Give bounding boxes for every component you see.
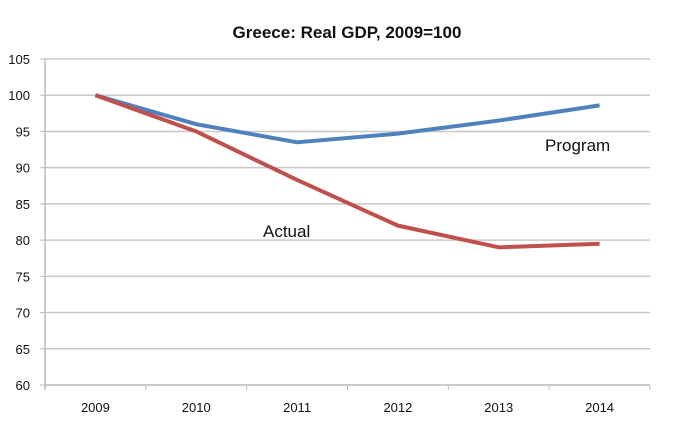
series-lines	[94, 93, 600, 250]
y-tick-label: 90	[16, 161, 30, 176]
x-tick-label: 2014	[585, 400, 614, 415]
chart-title: Greece: Real GDP, 2009=100	[233, 23, 462, 42]
x-tick-label: 2011	[283, 400, 311, 415]
x-axis: 2009 2010 2011 2012 2013 2014	[44, 384, 651, 415]
y-tick-label: 95	[16, 124, 30, 139]
y-tick-label: 70	[16, 306, 30, 321]
y-tick-label: 75	[16, 269, 30, 284]
x-tick-label: 2012	[383, 400, 412, 415]
y-tick-label: 80	[16, 233, 30, 248]
y-axis: 60 65 70 75 80 85 90 95 100 105	[8, 52, 46, 393]
annotation-actual: Actual	[263, 222, 310, 241]
y-tick-label: 100	[8, 88, 30, 103]
x-tick-label: 2010	[182, 400, 211, 415]
y-tick-label: 85	[16, 197, 30, 212]
x-tick-label: 2013	[484, 400, 513, 415]
series-line-program	[94, 93, 600, 145]
x-tick-label: 2009	[81, 400, 110, 415]
annotation-program: Program	[545, 136, 610, 155]
y-tick-label: 65	[16, 342, 30, 357]
series-line-actual	[94, 93, 600, 250]
y-tick-label: 60	[16, 378, 30, 393]
y-tick-label: 105	[8, 52, 30, 67]
